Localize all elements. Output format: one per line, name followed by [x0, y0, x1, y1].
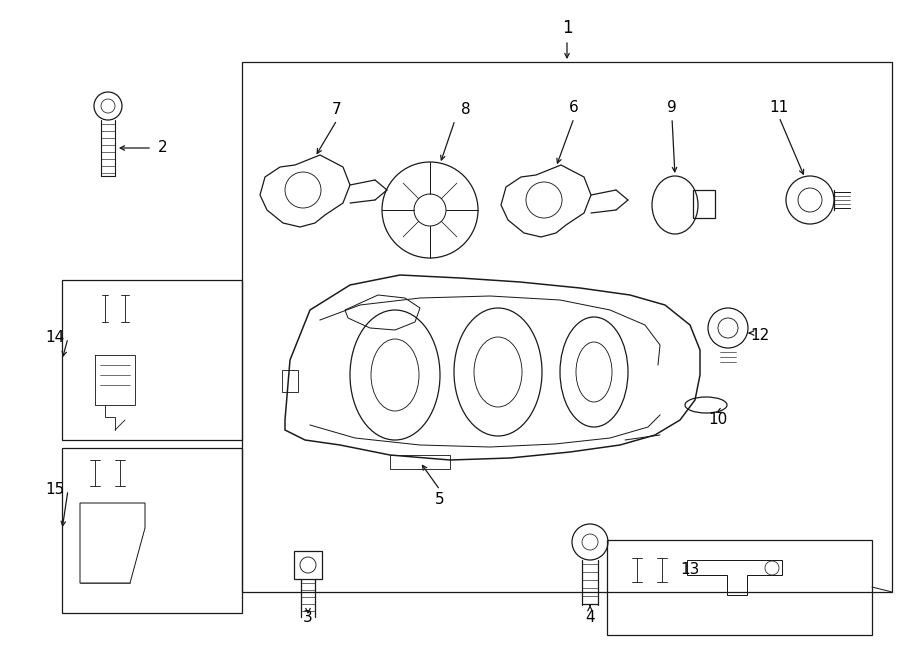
Text: 5: 5	[436, 492, 445, 508]
Bar	[607, 540, 872, 635]
Text: 1: 1	[562, 19, 572, 37]
Text: 10: 10	[708, 412, 727, 428]
Text: 2: 2	[158, 141, 167, 155]
Bar	[693, 190, 715, 218]
Bar	[282, 370, 298, 392]
Bar	[390, 455, 450, 469]
Text: 3: 3	[303, 611, 313, 625]
Text: 7: 7	[332, 102, 342, 118]
Text: 8: 8	[461, 102, 471, 118]
Text: 9: 9	[667, 100, 677, 116]
Text: 13: 13	[680, 563, 699, 578]
Bar	[62, 280, 242, 440]
Text: 14: 14	[45, 330, 65, 346]
Bar	[62, 448, 242, 613]
Bar	[294, 551, 322, 579]
Text: 4: 4	[585, 611, 595, 625]
Text: 6: 6	[569, 100, 579, 116]
Text: 12: 12	[751, 327, 770, 342]
Bar	[242, 62, 892, 592]
Text: 11: 11	[770, 100, 788, 114]
Text: 15: 15	[45, 483, 65, 498]
